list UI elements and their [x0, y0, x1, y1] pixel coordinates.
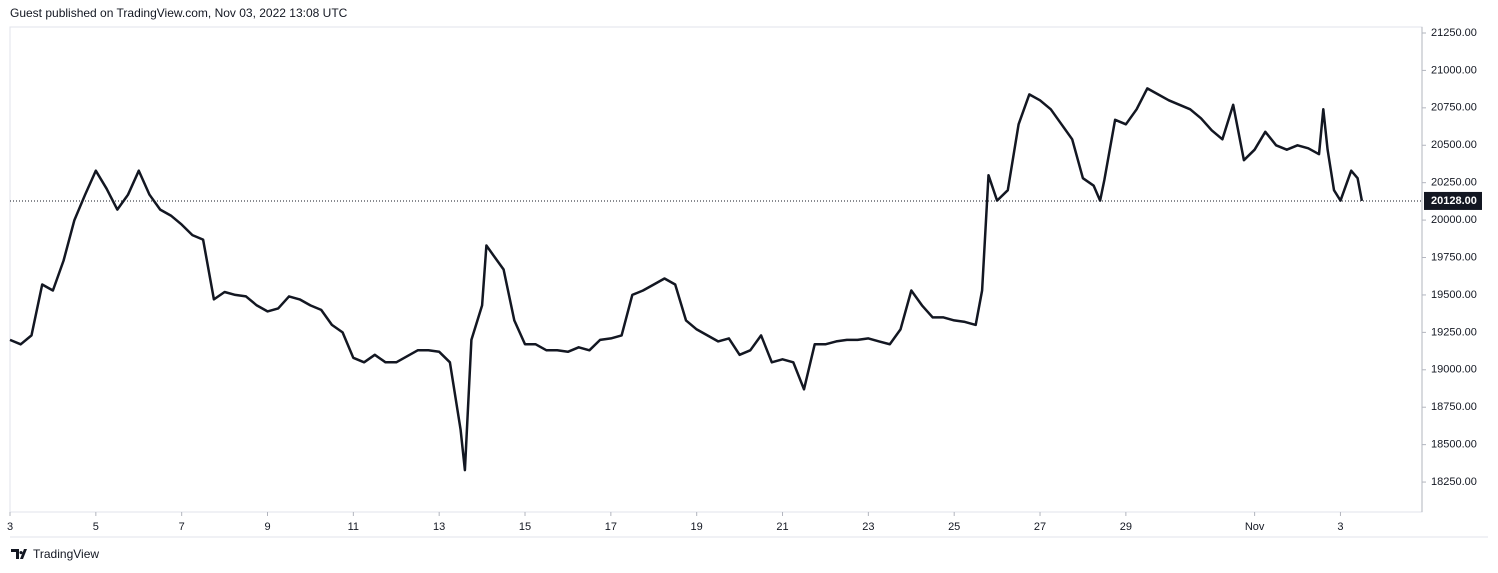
x-tick-label: 15: [519, 521, 531, 533]
x-tick-label: Nov: [1245, 521, 1265, 533]
x-tick-label: 21: [776, 521, 788, 533]
x-tick-label: 27: [1034, 521, 1046, 533]
y-tick-label: 19000.00: [1431, 364, 1477, 376]
x-tick-label: 3: [1337, 521, 1343, 533]
header: Guest published on TradingView.com, Nov …: [10, 6, 348, 20]
y-tick-label: 21250.00: [1431, 27, 1477, 39]
x-tick-label: 17: [605, 521, 617, 533]
y-tick-label: 20500.00: [1431, 139, 1477, 151]
x-tick-label: 23: [862, 521, 874, 533]
x-tick-label: 7: [179, 521, 185, 533]
x-tick-label: 29: [1120, 521, 1132, 533]
y-tick-label: 19500.00: [1431, 289, 1477, 301]
y-tick-label: 19750.00: [1431, 251, 1477, 263]
x-tick-label: 5: [93, 521, 99, 533]
x-tick-label: 11: [348, 521, 359, 533]
y-tick-label: 20750.00: [1431, 102, 1477, 114]
x-tick-label: 9: [264, 521, 270, 533]
last-price-tag: [1424, 191, 1482, 210]
x-tick-label: 25: [948, 521, 960, 533]
y-tick-label: 20250.00: [1431, 177, 1477, 189]
y-tick-label: 19250.00: [1431, 326, 1477, 338]
y-tick-label: 18500.00: [1431, 439, 1477, 451]
y-tick-label: 21000.00: [1431, 64, 1477, 76]
y-tick-label: 20000.00: [1431, 214, 1477, 226]
footer-brand: TradingView: [33, 547, 99, 561]
x-tick-label: 13: [433, 521, 445, 533]
y-tick-label: 18250.00: [1431, 476, 1477, 488]
last-price-label: 20128.00: [1431, 195, 1477, 207]
price-line: [9, 87, 1364, 472]
x-tick-label: 3: [7, 521, 13, 533]
x-tick-label: 19: [691, 521, 703, 533]
logo: [11, 549, 27, 559]
y-tick-label: 18750.00: [1431, 401, 1477, 413]
plot-frame: [9, 26, 1423, 513]
